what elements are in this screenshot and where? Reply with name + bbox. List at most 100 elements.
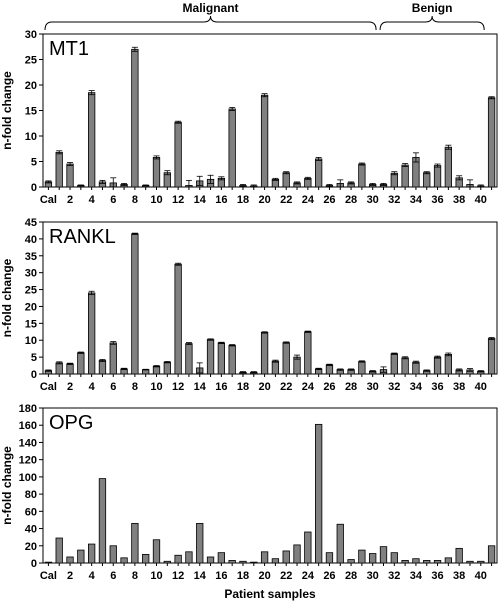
bar — [260, 551, 269, 564]
bar — [239, 560, 247, 564]
group-label: Benign — [412, 1, 453, 15]
bar — [487, 338, 496, 375]
bar — [433, 356, 442, 375]
y-tick-label: 0 — [31, 558, 37, 570]
plot-frame — [42, 33, 498, 188]
bar — [358, 361, 366, 375]
x-tick-label: 22 — [280, 194, 292, 206]
y-tick-label: 20 — [25, 301, 37, 313]
x-tick-label: 20 — [258, 570, 270, 582]
bar — [185, 551, 193, 564]
x-tick-label: 40 — [475, 194, 487, 206]
bar — [152, 365, 161, 375]
x-tick-label: 22 — [280, 381, 292, 393]
x-tick-label: 30 — [367, 570, 379, 582]
bar — [55, 537, 63, 564]
bar — [66, 163, 74, 188]
bar — [131, 522, 139, 564]
bar — [152, 539, 161, 564]
bar — [325, 364, 334, 375]
x-tick-label: 40 — [475, 570, 487, 582]
x-tick-label: 12 — [172, 570, 184, 582]
y-tick-label: 30 — [25, 268, 37, 280]
y-tick-label: 20 — [25, 541, 37, 553]
bar — [196, 522, 204, 564]
x-tick-label: 34 — [410, 570, 423, 582]
y-tick-label: 5 — [31, 157, 37, 169]
x-tick-label: 32 — [388, 570, 400, 582]
y-tick-label: 5 — [31, 352, 37, 364]
x-tick-label: 14 — [194, 381, 207, 393]
bar — [228, 108, 236, 188]
bar — [174, 554, 182, 564]
x-tick-label: 32 — [388, 194, 400, 206]
bar — [206, 556, 215, 564]
bar — [433, 560, 442, 564]
bar — [88, 543, 96, 564]
x-tick-label: 6 — [110, 194, 116, 206]
bar — [174, 263, 182, 375]
y-tick-label: 30 — [25, 29, 37, 41]
bar — [131, 48, 139, 188]
x-tick-label: 14 — [194, 570, 207, 582]
x-axis-label: Patient samples — [224, 587, 316, 601]
x-tick-label: 40 — [475, 381, 487, 393]
bar — [77, 549, 85, 564]
x-tick-label: 16 — [215, 381, 227, 393]
bar — [358, 549, 366, 564]
bar — [109, 545, 117, 564]
y-tick-label: 15 — [25, 106, 37, 118]
x-tick-label: 18 — [237, 381, 249, 393]
bar — [77, 352, 85, 375]
y-tick-label: 100 — [19, 472, 37, 484]
bar — [120, 557, 128, 564]
bar — [390, 552, 398, 564]
plot-frame — [42, 221, 498, 375]
bar — [271, 360, 280, 375]
bar — [217, 552, 226, 564]
x-tick-label: 38 — [453, 194, 465, 206]
panel-title: OPG — [49, 412, 93, 434]
bar — [228, 344, 236, 375]
bar — [228, 560, 236, 564]
x-tick-label: 8 — [132, 194, 138, 206]
bar — [466, 560, 474, 564]
y-tick-label: 10 — [25, 131, 37, 143]
group-brace — [44, 15, 377, 31]
bar — [282, 172, 290, 188]
x-tick-label: 14 — [194, 194, 207, 206]
y-tick-label: 10 — [25, 335, 37, 347]
y-tick-label: 180 — [19, 403, 37, 415]
x-tick-label: 26 — [323, 570, 335, 582]
x-tick-label: 28 — [345, 381, 357, 393]
bar — [282, 342, 290, 375]
y-tick-label: 60 — [25, 506, 37, 518]
x-tick-label: 28 — [345, 194, 357, 206]
x-tick-label: 4 — [89, 570, 96, 582]
panel-title: MT1 — [49, 38, 89, 60]
bar — [423, 560, 431, 564]
bar — [390, 172, 398, 188]
bar — [44, 561, 53, 564]
bar — [250, 561, 258, 564]
bar — [152, 157, 161, 188]
bar — [444, 146, 453, 188]
bar — [304, 531, 312, 564]
bar — [325, 552, 334, 564]
x-tick-label: 22 — [280, 570, 292, 582]
bar — [131, 233, 139, 375]
x-tick-label: 36 — [431, 570, 443, 582]
y-tick-label: 120 — [19, 455, 37, 467]
group-label: Malignant — [183, 1, 239, 15]
bar — [358, 163, 366, 188]
bar — [163, 361, 171, 375]
bar — [347, 559, 355, 564]
x-tick-label: 24 — [302, 381, 315, 393]
bar — [390, 353, 398, 375]
y-tick-label: 140 — [19, 437, 37, 449]
x-tick-label: 10 — [150, 194, 162, 206]
bar — [174, 121, 182, 188]
bar — [444, 557, 453, 564]
